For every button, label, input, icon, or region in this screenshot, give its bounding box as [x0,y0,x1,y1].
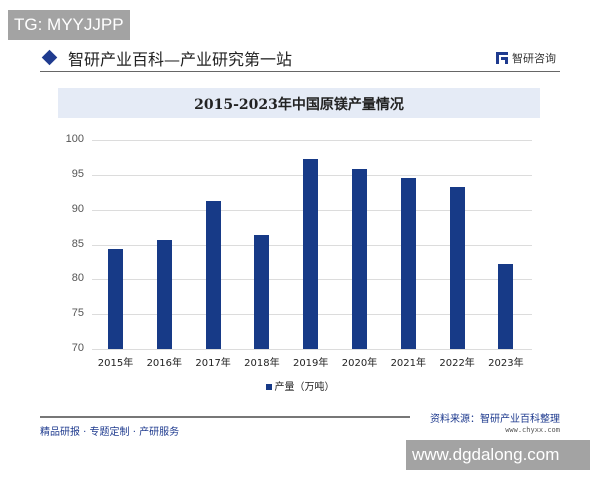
footer-tagline: 精品研报 · 专题定制 · 产研服务 [40,427,180,438]
bar [303,158,319,349]
bar [449,187,465,349]
bar [108,249,123,349]
y-tick-label: 95 [71,167,84,180]
bar [156,240,172,349]
x-tick-label: 2023年 [488,358,524,369]
tg-overlay-badge: TG: MYYJJPP [8,10,130,40]
header-title: 智研产业百科—产业研究第一站 [68,50,293,69]
bar [400,178,416,349]
x-tick-label: 2018年 [244,358,280,369]
y-tick-label: 100 [65,133,84,145]
y-tick-label: 70 [71,342,84,354]
legend-label: 产量（万吨） [274,382,335,393]
chart-title: 2015-2023年中国原镁产量情况 [194,97,404,113]
diamond-icon [41,49,58,66]
bar [205,201,221,349]
x-tick-label: 2016年 [146,358,183,369]
logo-text: 智研咨询 [512,52,556,65]
x-tick-label: 2020年 [341,358,378,369]
y-tick-label: 80 [71,272,84,285]
source-note: 资料来源：智研产业百科整理 [430,414,560,425]
chart-title-box: 2015-2023年中国原镁产量情况 [58,88,540,118]
source-url: www.chyxx.com [505,426,560,434]
legend-swatch [265,384,272,390]
x-tick-label: 2017年 [195,358,231,369]
bar [352,169,367,349]
plot-area [92,140,532,350]
x-tick-label: 2019年 [292,358,329,369]
bar [498,264,514,349]
page-header: 智研产业百科—产业研究第一站 智研咨询 [40,44,560,72]
footer-divider [40,416,410,418]
logo-mark-icon [496,52,508,64]
gridline [92,140,532,141]
x-tick-label: 2015年 [97,358,134,369]
brand-logo: 智研咨询 [496,50,556,66]
y-tick-label: 85 [71,237,84,250]
bar [254,235,270,349]
x-tick-label: 2022年 [439,358,475,369]
gridline [92,349,532,350]
x-tick-label: 2021年 [390,358,427,369]
legend: 产量（万吨） [0,378,600,393]
site-overlay-badge: www.dgdalong.com [406,440,590,470]
y-tick-label: 75 [71,307,84,320]
y-tick-label: 90 [71,202,84,215]
